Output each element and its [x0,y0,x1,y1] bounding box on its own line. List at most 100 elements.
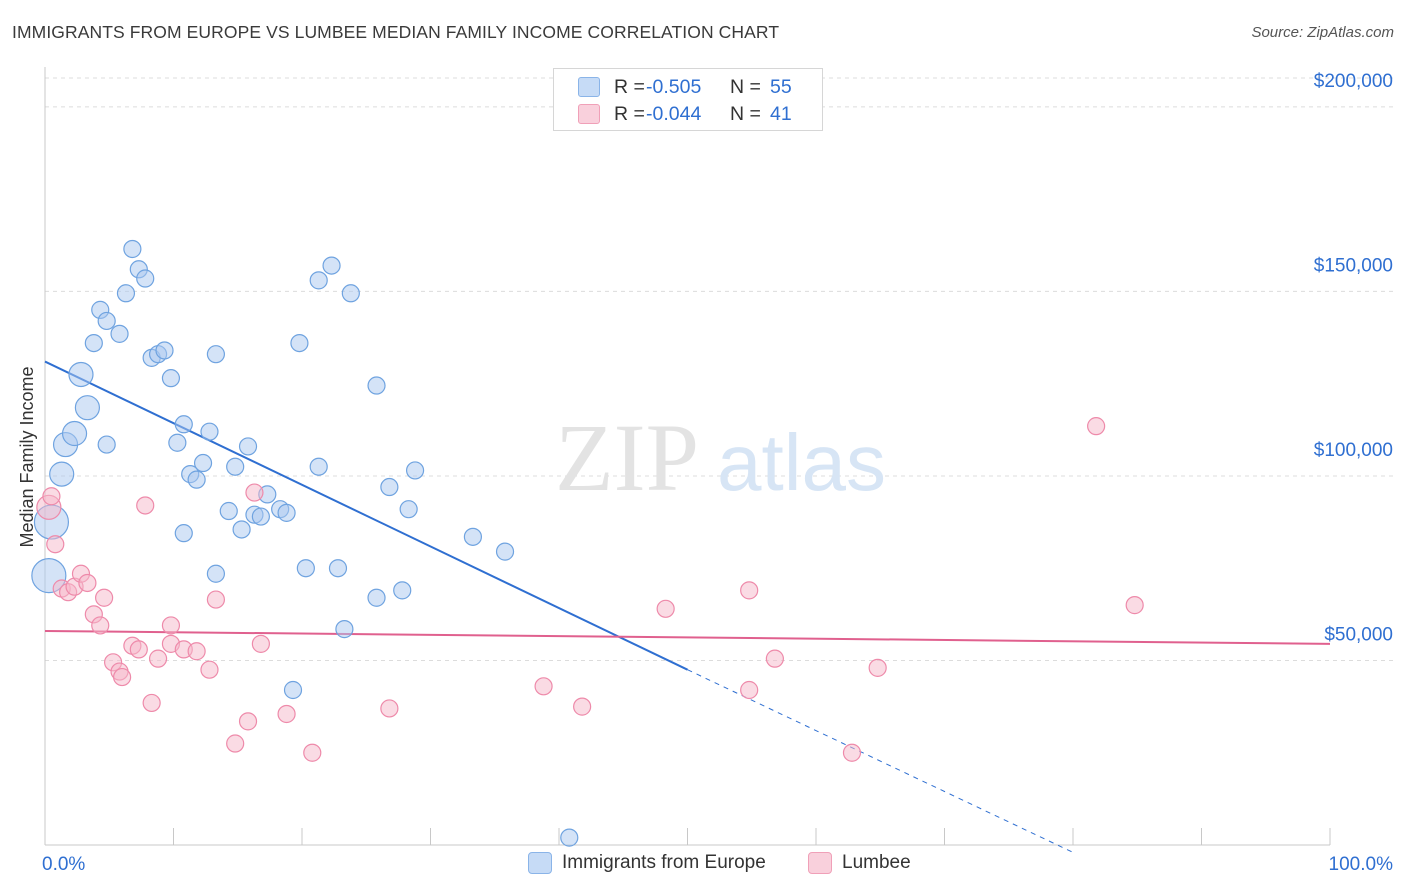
data-point-europe [110,324,129,343]
data-point-europe [341,284,360,303]
data-point-europe [405,461,425,480]
data-point-lumbee [842,743,862,762]
legend-r-value: -0.044 [646,102,702,125]
data-point-europe [335,620,354,639]
data-point-europe [193,453,213,473]
data-point-lumbee [765,649,784,668]
watermark-zip: ZIP [555,404,699,511]
correlation-legend: R = -0.505 N = 55 R = -0.044 N = 41 [553,68,823,131]
axes [44,67,1331,846]
data-point-europe [219,501,238,521]
data-point-europe [174,524,193,543]
x-tick-label: 100.0% [1329,854,1394,875]
data-point-europe [206,564,226,583]
data-point-europe [309,457,328,476]
x-tick-label: 0.0% [42,854,85,875]
data-point-lumbee [142,693,161,713]
data-point-lumbee [91,616,110,635]
x-tick-labels: 0.0% 100.0% [42,854,1393,875]
data-point-lumbee [277,704,296,724]
chart-title: IMMIGRANTS FROM EUROPE VS LUMBEE MEDIAN … [12,22,780,42]
legend-r-value: -0.505 [646,75,702,98]
trend-lines [44,360,1331,853]
legend-n-value: 55 [770,75,792,98]
legend-label-europe: Immigrants from Europe [562,852,766,873]
data-point-europe [123,239,142,259]
data-point-europe [290,333,309,353]
legend-r-label: R = [614,75,645,98]
legend-label-lumbee: Lumbee [842,852,911,873]
data-point-lumbee [46,535,65,554]
data-point-lumbee [187,642,206,661]
y-tick-label: $50,000 [1324,624,1393,645]
data-point-lumbee [245,483,264,502]
data-point-lumbee [95,588,114,607]
data-point-lumbee [42,487,61,506]
watermark-atlas: atlas [717,418,886,507]
data-point-europe [61,420,88,447]
data-point-europe [380,477,399,497]
data-point-europe [161,369,181,388]
data-point-europe [174,415,193,434]
legend-n-label: N = [730,75,761,98]
data-point-lumbee [161,616,181,635]
data-point-lumbee [1125,596,1144,615]
data-point-europe [168,433,187,452]
data-point-lumbee [303,743,322,762]
data-point-lumbee [380,699,399,718]
data-point-europe [296,559,315,578]
legend-n-label: N = [730,102,761,125]
trend-line-lumbee [44,629,1331,645]
data-point-europe [232,520,251,539]
data-point-lumbee [740,581,759,600]
data-point-europe [251,507,270,526]
data-point-europe [206,345,226,364]
data-point-lumbee [112,667,132,687]
legend-item-lumbee[interactable]: Lumbee [808,852,911,874]
y-tick-labels: $50,000 $100,000 $150,000 $200,000 [1314,71,1393,646]
data-point-lumbee [238,712,258,731]
data-point-europe [187,470,206,489]
legend-swatch-lumbee [808,852,832,874]
data-point-europe [116,284,136,303]
data-point-lumbee [226,734,245,753]
legend-item-europe[interactable]: Immigrants from Europe [528,852,766,874]
data-point-europe [84,333,103,353]
legend-swatch-europe [578,77,600,97]
data-point-lumbee [136,496,155,515]
legend-swatch-europe [528,852,552,874]
legend-r-label: R = [614,102,645,125]
data-point-europe [68,361,94,388]
data-point-lumbee [1087,417,1106,436]
data-point-lumbee [200,660,219,679]
data-point-europe [277,503,296,522]
trend-line-europe [44,360,688,671]
source-note: Source: ZipAtlas.com [1251,24,1394,41]
data-point-europe [367,588,386,607]
y-tick-label: $200,000 [1314,71,1393,92]
data-point-europe [226,457,245,476]
legend-row-lumbee: R = -0.044 N = 41 [578,102,792,126]
data-point-europe [328,559,348,578]
data-point-europe [309,271,328,290]
data-point-europe [367,376,386,395]
trend-line-europe-extrapolated [687,669,1074,853]
data-point-europe [495,542,515,561]
legend-swatch-lumbee [578,104,600,124]
data-point-lumbee [740,680,759,700]
data-point-lumbee [656,599,675,618]
data-point-europe [463,527,483,546]
data-point-lumbee [573,697,592,716]
watermark: ZIP atlas [555,404,886,511]
data-point-europe [283,680,303,700]
data-point-lumbee [78,573,97,593]
data-point-lumbee [251,634,270,653]
data-point-europe [136,269,155,288]
data-point-europe [238,437,258,456]
data-point-europe [399,500,418,519]
data-point-lumbee [129,640,148,659]
y-tick-label: $150,000 [1314,255,1393,276]
grid-lines [45,77,1395,661]
series-legend: Immigrants from Europe Lumbee [0,852,1406,878]
